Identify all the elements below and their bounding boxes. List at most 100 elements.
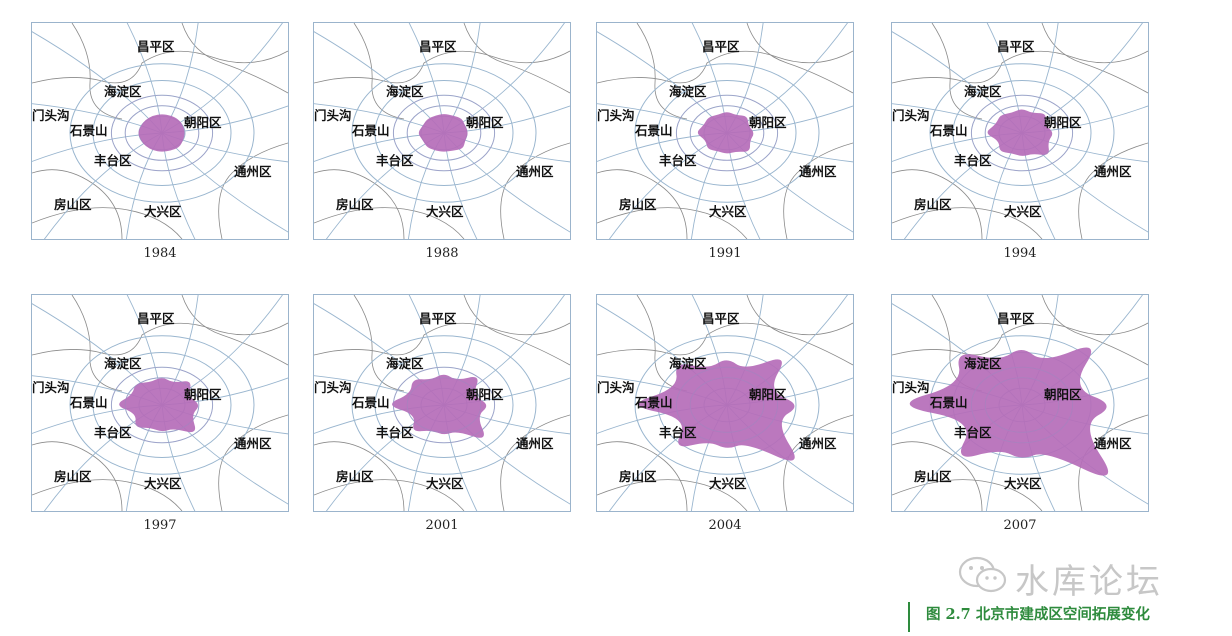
district-label-fengtai: 丰台区: [376, 425, 414, 440]
district-label-fengtai: 丰台区: [659, 425, 697, 440]
district-label-daxing: 大兴区: [426, 476, 464, 491]
district-label-haidian: 海淀区: [386, 356, 424, 371]
map-panel-1997: 昌平区海淀区门头沟 石景山 朝阳区丰台区通州区房山区 大兴区: [31, 294, 289, 512]
map-panel-2001: 昌平区海淀区门头沟 石景山 朝阳区丰台区通州区房山区 大兴区: [313, 294, 571, 512]
watermark: 水库论坛: [955, 552, 1215, 602]
district-label-fengtai: 丰台区: [94, 425, 132, 440]
wechat-icon: [958, 556, 1007, 593]
district-label-shijingshan: 石景山: [351, 123, 390, 138]
year-label: 1991: [708, 246, 742, 261]
district-label-fangshan: 房山区: [336, 469, 374, 484]
district-label-shijingshan: 石景山: [634, 395, 673, 410]
district-label-chaoyang: 朝阳区: [466, 387, 504, 402]
map-panel-1991: 昌平区海淀区门头沟 石景山 朝阳区丰台区通州区房山区 大兴区: [596, 22, 854, 240]
district-label-changping: 昌平区: [137, 39, 175, 54]
year-label: 1984: [143, 246, 177, 261]
built-up-area: [697, 112, 754, 154]
year-label: 1994: [1003, 246, 1037, 261]
district-label-daxing: 大兴区: [144, 204, 182, 219]
district-label-chaoyang: 朝阳区: [1044, 115, 1082, 130]
district-label-chaoyang: 朝阳区: [749, 387, 787, 402]
district-label-changping: 昌平区: [137, 311, 175, 326]
district-label-haidian: 海淀区: [964, 356, 1002, 371]
watermark-text: 水库论坛: [1015, 562, 1163, 602]
district-label-tongzhou: 通州区: [1094, 436, 1132, 451]
district-label-changping: 昌平区: [702, 311, 740, 326]
built-up-area: [909, 347, 1109, 476]
district-label-changping: 昌平区: [702, 39, 740, 54]
district-label-fengtai: 丰台区: [659, 153, 697, 168]
district-label-haidian: 海淀区: [964, 84, 1002, 99]
district-label-daxing: 大兴区: [426, 204, 464, 219]
district-label-changping: 昌平区: [419, 311, 457, 326]
district-label-tongzhou: 通州区: [1094, 164, 1132, 179]
district-label-mentougou: 门头沟: [892, 108, 930, 123]
district-label-haidian: 海淀区: [669, 84, 707, 99]
map-panel-1988: 昌平区 海淀区 门头沟 石景山 朝阳区 丰台区 通州区 房山区 大兴区: [313, 22, 571, 240]
district-label-shijingshan: 石景山: [351, 395, 390, 410]
district-label-tongzhou: 通州区: [799, 436, 837, 451]
district-label-mentougou: 门头沟: [314, 380, 352, 395]
district-label-fengtai: 丰台区: [94, 153, 132, 168]
district-label-chaoyang: 朝阳区: [749, 115, 787, 130]
map-panel-2004: 昌平区海淀区门头沟 石景山 朝阳区丰台区通州区房山区 大兴区: [596, 294, 854, 512]
district-label-fangshan: 房山区: [54, 469, 92, 484]
district-label-shijingshan: 石景山: [634, 123, 673, 138]
district-label-tongzhou: 通州区: [516, 164, 554, 179]
district-label-shijingshan: 石景山: [69, 123, 108, 138]
district-label-mentougou: 门头沟: [32, 108, 70, 123]
district-label-mentougou: 门头沟: [314, 108, 352, 123]
district-label-tongzhou: 通州区: [234, 436, 272, 451]
built-up-area: [987, 109, 1053, 156]
district-label-fangshan: 房山区: [54, 197, 92, 212]
figure-caption: 图 2.7 北京市建成区空间拓展变化: [908, 602, 1150, 632]
district-label-chaoyang: 朝阳区: [1044, 387, 1082, 402]
district-label-daxing: 大兴区: [144, 476, 182, 491]
district-label-daxing: 大兴区: [1004, 476, 1042, 491]
district-label-fengtai: 丰台区: [376, 153, 414, 168]
built-up-area: [138, 114, 185, 152]
district-label-tongzhou: 通州区: [234, 164, 272, 179]
district-label-mentougou: 门头沟: [597, 380, 635, 395]
district-label-changping: 昌平区: [419, 39, 457, 54]
district-label-shijingshan: 石景山: [69, 395, 108, 410]
district-label-changping: 昌平区: [997, 311, 1035, 326]
district-label-chaoyang: 朝阳区: [184, 115, 222, 130]
district-label-mentougou: 门头沟: [892, 380, 930, 395]
district-label-fangshan: 房山区: [914, 469, 952, 484]
map-panel-1994: 昌平区 海淀区 门头沟 石景山 朝阳区 丰台区 通州区 房山区 大兴区: [891, 22, 1149, 240]
built-up-area: [119, 378, 199, 433]
district-label-fengtai: 丰台区: [954, 425, 992, 440]
district-label-chaoyang: 朝阳区: [184, 387, 222, 402]
district-label-mentougou: 门头沟: [597, 108, 635, 123]
district-label-haidian: 海淀区: [104, 356, 142, 371]
district-label-haidian: 海淀区: [104, 84, 142, 99]
district-label-fangshan: 房山区: [914, 197, 952, 212]
district-label-daxing: 大兴区: [709, 476, 747, 491]
district-label-changping: 昌平区: [997, 39, 1035, 54]
district-label-fengtai: 丰台区: [954, 153, 992, 168]
year-label: 2004: [708, 518, 742, 533]
built-up-area: [638, 359, 795, 461]
year-label: 2001: [425, 518, 459, 533]
district-label-daxing: 大兴区: [1004, 204, 1042, 219]
map-panel-1984: 昌平区海淀区门头沟 石景山 朝阳区丰台区通州区房山区 大兴区: [31, 22, 289, 240]
district-label-haidian: 海淀区: [386, 84, 424, 99]
district-label-mentougou: 门头沟: [32, 380, 70, 395]
district-label-fangshan: 房山区: [619, 197, 657, 212]
district-label-tongzhou: 通州区: [799, 164, 837, 179]
district-label-haidian: 海淀区: [669, 356, 707, 371]
district-label-tongzhou: 通州区: [516, 436, 554, 451]
district-label-shijingshan: 石景山: [929, 395, 968, 410]
district-label-fangshan: 房山区: [619, 469, 657, 484]
district-label-chaoyang: 朝阳区: [466, 115, 504, 130]
district-label-daxing: 大兴区: [709, 204, 747, 219]
